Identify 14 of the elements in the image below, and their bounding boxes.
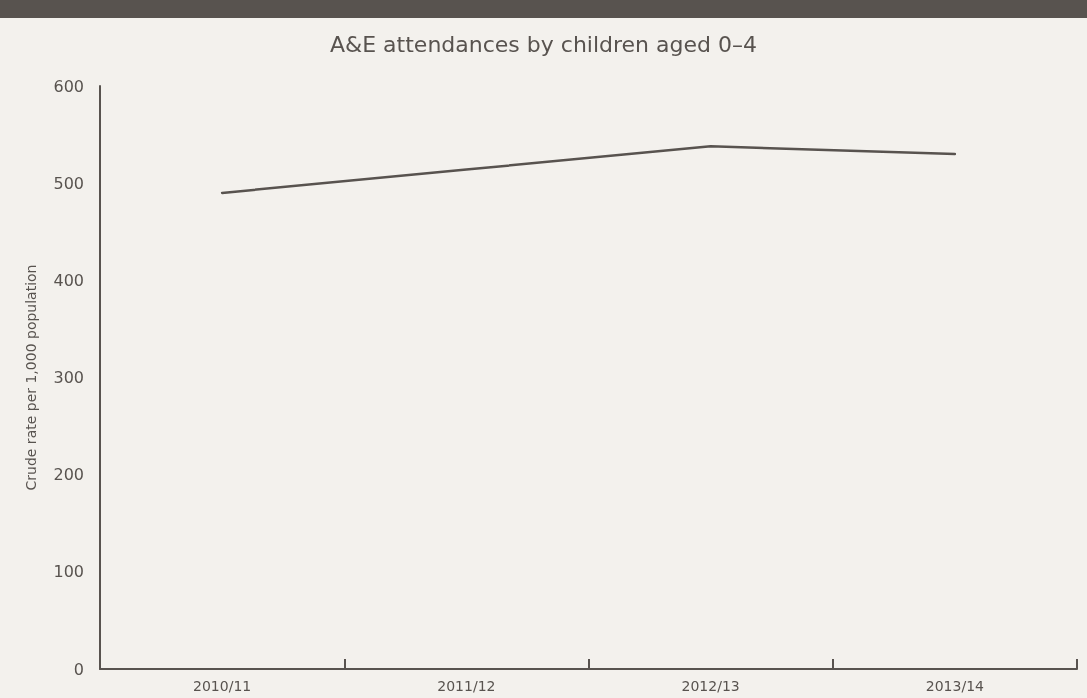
y-tick-label: 200	[53, 465, 84, 485]
x-tick-label: 2013/14	[925, 678, 985, 694]
chart-title: A&E attendances by children aged 0–4	[330, 31, 757, 57]
y-tick-label: 400	[53, 270, 84, 290]
line-series	[220, 144, 957, 195]
x-tick-label: 2010/11	[193, 678, 252, 694]
y-tick-label: 600	[53, 76, 84, 96]
y-axis-title: Crude rate per 1,000 population	[23, 264, 39, 491]
x-tick-label: 2011/12	[437, 678, 496, 694]
y-tick-label: 0	[73, 659, 84, 679]
y-tick-label: 100	[53, 562, 84, 582]
y-tick-label: 300	[53, 368, 84, 387]
y-tick-label: 500	[53, 173, 84, 193]
x-tick-label: 2012/13	[681, 678, 740, 694]
